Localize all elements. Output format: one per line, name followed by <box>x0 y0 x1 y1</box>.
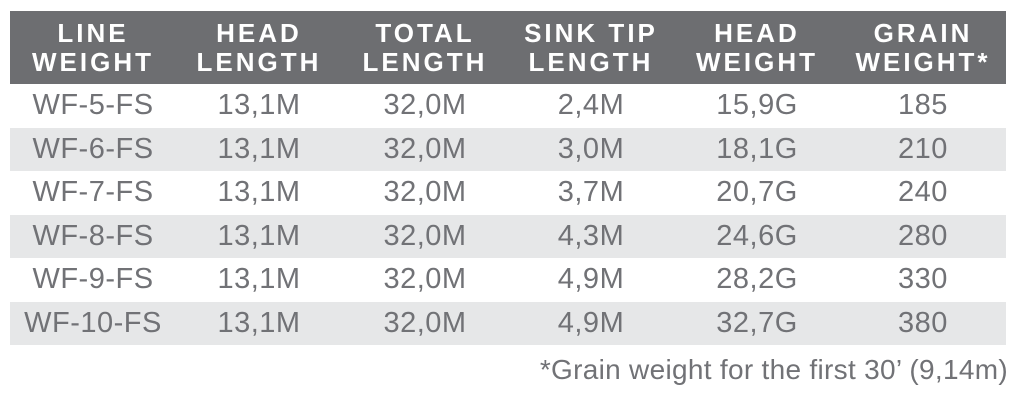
table-cell: 13,1M <box>217 89 301 122</box>
header-label-line: LENGTH <box>196 46 322 77</box>
table-cell: WF-6-FS <box>32 132 154 165</box>
table-cell: 32,0M <box>383 176 467 209</box>
grain-weight-footnote: *Grain weight for the first 30’ (9,14m) <box>539 354 1008 385</box>
table-cell: 4,9M <box>557 263 625 296</box>
table-cell: 20,7G <box>716 176 798 209</box>
table-cell: 330 <box>898 263 948 296</box>
table-cell: 3,0M <box>557 132 625 165</box>
column-header-head-weight: HEAD WEIGHT <box>674 17 840 77</box>
column-header-grain-weight: GRAIN WEIGHT* <box>840 17 1006 77</box>
table-row: WF-6-FS 13,1M 32,0M 3,0M 18,1G 210 <box>10 127 1006 171</box>
table-cell: 32,7G <box>716 306 798 339</box>
column-header-line-weight: LINE WEIGHT <box>10 17 176 77</box>
header-label-line: TOTAL <box>375 17 475 48</box>
header-label-line: LINE <box>57 17 129 48</box>
table-cell: 13,1M <box>217 263 301 296</box>
table-cell: 32,0M <box>383 132 467 165</box>
table-cell: 32,0M <box>383 263 467 296</box>
table-cell: 32,0M <box>383 306 467 339</box>
table-row: WF-7-FS 13,1M 32,0M 3,7M 20,7G 240 <box>10 171 1006 215</box>
table-cell: 4,9M <box>557 306 625 339</box>
table-cell: 4,3M <box>557 219 625 252</box>
table-row: WF-5-FS 13,1M 32,0M 2,4M 15,9G 185 <box>10 84 1006 128</box>
table-cell: WF-10-FS <box>24 306 162 339</box>
table-cell: 13,1M <box>217 132 301 165</box>
header-label-line: HEAD <box>714 17 800 48</box>
table-cell: WF-9-FS <box>32 263 154 296</box>
table-cell: 15,9G <box>716 89 798 122</box>
table-cell: 32,0M <box>383 89 467 122</box>
header-label-line: SINK TIP <box>524 17 658 48</box>
table-cell: WF-8-FS <box>32 219 154 252</box>
table-cell: 210 <box>898 132 948 165</box>
table-row: WF-10-FS 13,1M 32,0M 4,9M 32,7G 380 <box>10 301 1006 345</box>
table-cell: 3,7M <box>557 176 625 209</box>
table-cell: 280 <box>898 219 948 252</box>
table-cell: 380 <box>898 306 948 339</box>
table-cell: WF-7-FS <box>32 176 154 209</box>
table-cell: 2,4M <box>557 89 625 122</box>
table-cell: 185 <box>898 89 948 122</box>
header-label-line: GRAIN <box>873 17 973 48</box>
column-header-total-length: TOTAL LENGTH <box>342 17 508 77</box>
table-cell: 24,6G <box>716 219 798 252</box>
table-cell: 13,1M <box>217 219 301 252</box>
line-spec-table: LINE WEIGHT HEAD LENGTH TOTAL LENGTH SIN… <box>10 11 1006 345</box>
table-cell: 28,2G <box>716 263 798 296</box>
table-cell: 32,0M <box>383 219 467 252</box>
table-cell: WF-5-FS <box>32 89 154 122</box>
header-label-line: WEIGHT <box>696 46 818 77</box>
header-label-line: HEAD <box>216 17 302 48</box>
table-cell: 13,1M <box>217 306 301 339</box>
table-row: WF-8-FS 13,1M 32,0M 4,3M 24,6G 280 <box>10 214 1006 258</box>
header-label-line: LENGTH <box>528 46 654 77</box>
table-cell: 240 <box>898 176 948 209</box>
header-label-line: WEIGHT* <box>855 46 991 77</box>
header-label-line: WEIGHT <box>32 46 154 77</box>
column-header-sink-tip-length: SINK TIP LENGTH <box>508 17 674 77</box>
table-cell: 13,1M <box>217 176 301 209</box>
table-header-row: LINE WEIGHT HEAD LENGTH TOTAL LENGTH SIN… <box>10 11 1006 84</box>
table-cell: 18,1G <box>716 132 798 165</box>
column-header-head-length: HEAD LENGTH <box>176 17 342 77</box>
header-label-line: LENGTH <box>362 46 488 77</box>
table-row: WF-9-FS 13,1M 32,0M 4,9M 28,2G 330 <box>10 258 1006 302</box>
